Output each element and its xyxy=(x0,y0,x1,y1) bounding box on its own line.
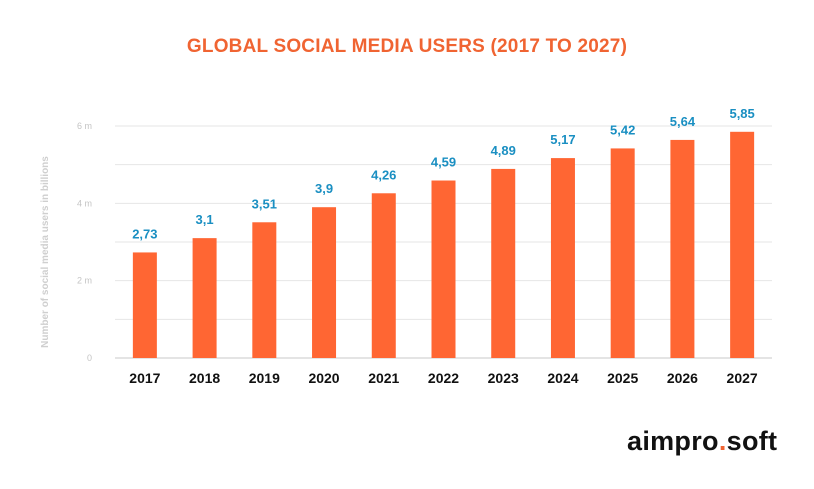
chart-title: GLOBAL SOCIAL MEDIA USERS (2017 TO 2027) xyxy=(186,36,628,57)
data-label-2026: 5,64 xyxy=(670,114,696,129)
bar-2020 xyxy=(312,207,337,358)
y-tick-label: 4 m xyxy=(77,198,92,208)
x-tick-2021: 2021 xyxy=(368,370,399,386)
x-tick-2018: 2018 xyxy=(189,370,220,386)
x-tick-2019: 2019 xyxy=(249,370,280,386)
x-tick-2022: 2022 xyxy=(428,370,459,386)
data-label-2018: 3,1 xyxy=(196,212,214,227)
x-tick-2027: 2027 xyxy=(727,370,758,386)
y-tick-label: 2 m xyxy=(77,276,92,286)
bar-2017 xyxy=(132,252,157,358)
y-tick-label: 6 m xyxy=(77,121,92,131)
x-axis-ticks: 2017 2018 2019 2020 2021 2022 2023 2024 2025 2026… xyxy=(129,370,758,386)
data-label-2017: 2,73 xyxy=(132,226,157,241)
y-tick-label: 0 xyxy=(87,353,92,363)
aimprosoft-logo: aimpro.soft xyxy=(627,426,777,457)
x-tick-2020: 2020 xyxy=(308,370,339,386)
logo-text-soft: soft xyxy=(726,426,778,456)
bar-2022 xyxy=(431,180,456,358)
bar-2018 xyxy=(192,238,217,358)
data-label-2020: 3,9 xyxy=(315,181,333,196)
data-label-2025: 5,42 xyxy=(610,122,635,137)
x-tick-2024: 2024 xyxy=(547,370,578,386)
bar-2024 xyxy=(550,158,575,358)
data-label-2022: 4,59 xyxy=(431,155,456,170)
data-label-2023: 4,89 xyxy=(491,143,516,158)
bar-2027 xyxy=(730,131,755,358)
data-label-2021: 4,26 xyxy=(371,167,396,182)
bar-2025 xyxy=(610,148,635,358)
bar-2026 xyxy=(670,139,695,358)
x-tick-2026: 2026 xyxy=(667,370,698,386)
x-tick-2023: 2023 xyxy=(488,370,519,386)
bar-2023 xyxy=(491,168,516,358)
x-tick-2025: 2025 xyxy=(607,370,638,386)
data-labels: 2,73 3,1 3,51 3,9 4,26 4,59 4,89 5,17 5,42 5,64 5,… xyxy=(132,106,755,242)
data-label-2024: 5,17 xyxy=(550,132,575,147)
logo-text-aimpro: aimpro xyxy=(627,426,719,456)
bars xyxy=(132,131,755,358)
data-label-2027: 5,85 xyxy=(729,106,754,121)
bar-2019 xyxy=(252,222,277,358)
y-axis-ticks: 0 2 m 4 m 6 m xyxy=(77,121,92,363)
x-tick-2017: 2017 xyxy=(129,370,160,386)
logo-dot: . xyxy=(718,426,727,456)
bar-2021 xyxy=(371,193,396,358)
data-label-2019: 3,51 xyxy=(252,196,277,211)
y-axis-title: Number of social media users in billions xyxy=(40,156,51,348)
